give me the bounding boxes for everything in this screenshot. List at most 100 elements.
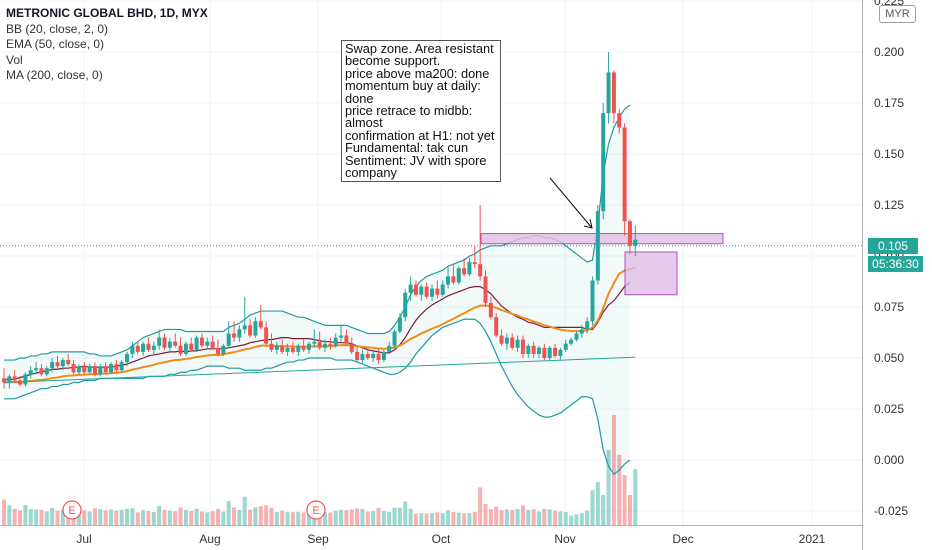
indicator-ma[interactable]: MA (200, close, 0) [6,68,103,82]
y-tick-label: 0.075 [874,300,904,314]
candle-body [510,337,515,348]
volume-bar [109,509,113,525]
candle-body [317,341,322,348]
x-tick-label: Nov [554,532,575,546]
symbol-title[interactable]: METRONIC GLOBAL BHD, 1D, MYX [6,6,208,20]
volume-bar [92,508,97,525]
candle-body [178,345,183,354]
candle-body [344,335,349,344]
indicator-vol[interactable]: Vol [6,52,23,67]
candle-body [504,337,509,344]
volume-bar [253,507,258,525]
volume-bar [221,511,226,525]
volume-bar [451,512,456,525]
volume-bar [151,512,156,525]
volume-bar [462,513,467,525]
candle-body [216,347,220,354]
candle-body [92,366,97,375]
volume-bar [189,510,194,525]
candles [2,52,638,389]
volume-bar [28,509,33,525]
candle-body [28,370,33,375]
volume-bar [537,511,541,525]
candle-body [194,337,199,350]
volume-bar [205,512,210,525]
volume-bar [488,509,493,525]
volume-bar [55,510,60,525]
candle-body [467,262,472,275]
candle-body [269,343,274,350]
candle-body [173,341,178,346]
candle-body [462,268,467,275]
candle-body [451,276,456,283]
candle-body [274,345,279,350]
volume-bar [371,511,376,525]
volume-bar [595,482,600,525]
candle-body [430,288,434,297]
candle-body [135,345,140,352]
candle-body [531,345,536,354]
y-tick-label: 0.150 [874,147,904,161]
candle-body [526,345,531,354]
indicator-ema[interactable]: EMA (50, close, 0) [6,37,105,51]
volume-bar [157,505,162,525]
candle-body [408,284,413,293]
candle-body [472,262,477,265]
candle-body [87,366,92,373]
volume-bar [381,510,386,525]
candle-body [205,341,210,346]
candle-body [210,341,215,348]
candle-body [627,221,632,246]
volume-bar [44,511,49,525]
volume-bar [365,511,370,525]
volume-bar [146,510,151,525]
candle-body [515,339,520,348]
candle-body [601,113,606,212]
volume-bar [242,496,247,525]
volume-bar [280,510,285,525]
volume-bar [50,508,55,525]
indicator-bb[interactable]: BB (20, close, 2, 0) [6,21,109,36]
candle-body [290,347,295,352]
candle-body [611,72,616,114]
candle-body [39,368,44,375]
candle-body [579,329,584,334]
candle-body [333,337,338,346]
x-tick-label: 2021 [799,532,826,546]
volume-bar [376,508,381,525]
volume-bar [60,510,65,525]
volume-bar [18,510,23,525]
candle-body [103,366,108,373]
currency-badge[interactable]: MYR [879,5,916,23]
volume-bar [478,487,483,525]
volume-bar [34,509,39,525]
grid [0,0,862,525]
volume-bar [440,513,445,525]
volume-bar [590,490,595,525]
arrow-line [549,177,593,229]
y-tick-label: 0.175 [874,96,904,110]
bb-basis-line [4,282,631,381]
y-tick-label: 0.025 [874,402,904,416]
volume-bar [237,510,242,525]
candle-body [349,343,354,352]
volume-bar [520,505,525,525]
candle-body [413,284,418,295]
volume-bar [141,510,146,525]
y-tick-label: 0.050 [874,351,904,365]
swap-zone-resistance [480,233,724,245]
ma200-line [3,356,636,383]
annotation-note[interactable]: Swap zone. Area resistant become support… [341,40,501,183]
candle-body [60,360,65,367]
candle-body [606,72,611,114]
volume-bar [499,510,504,525]
volume-bar [430,513,434,525]
volume-bar [504,509,509,525]
axes: 0.2250.2000.1750.1500.1250.1000.0750.050… [0,0,908,550]
candle-body [44,368,49,375]
volume-bar [130,508,135,525]
arrow-head [583,218,593,229]
candle-body [76,366,81,373]
candle-body [494,317,499,336]
